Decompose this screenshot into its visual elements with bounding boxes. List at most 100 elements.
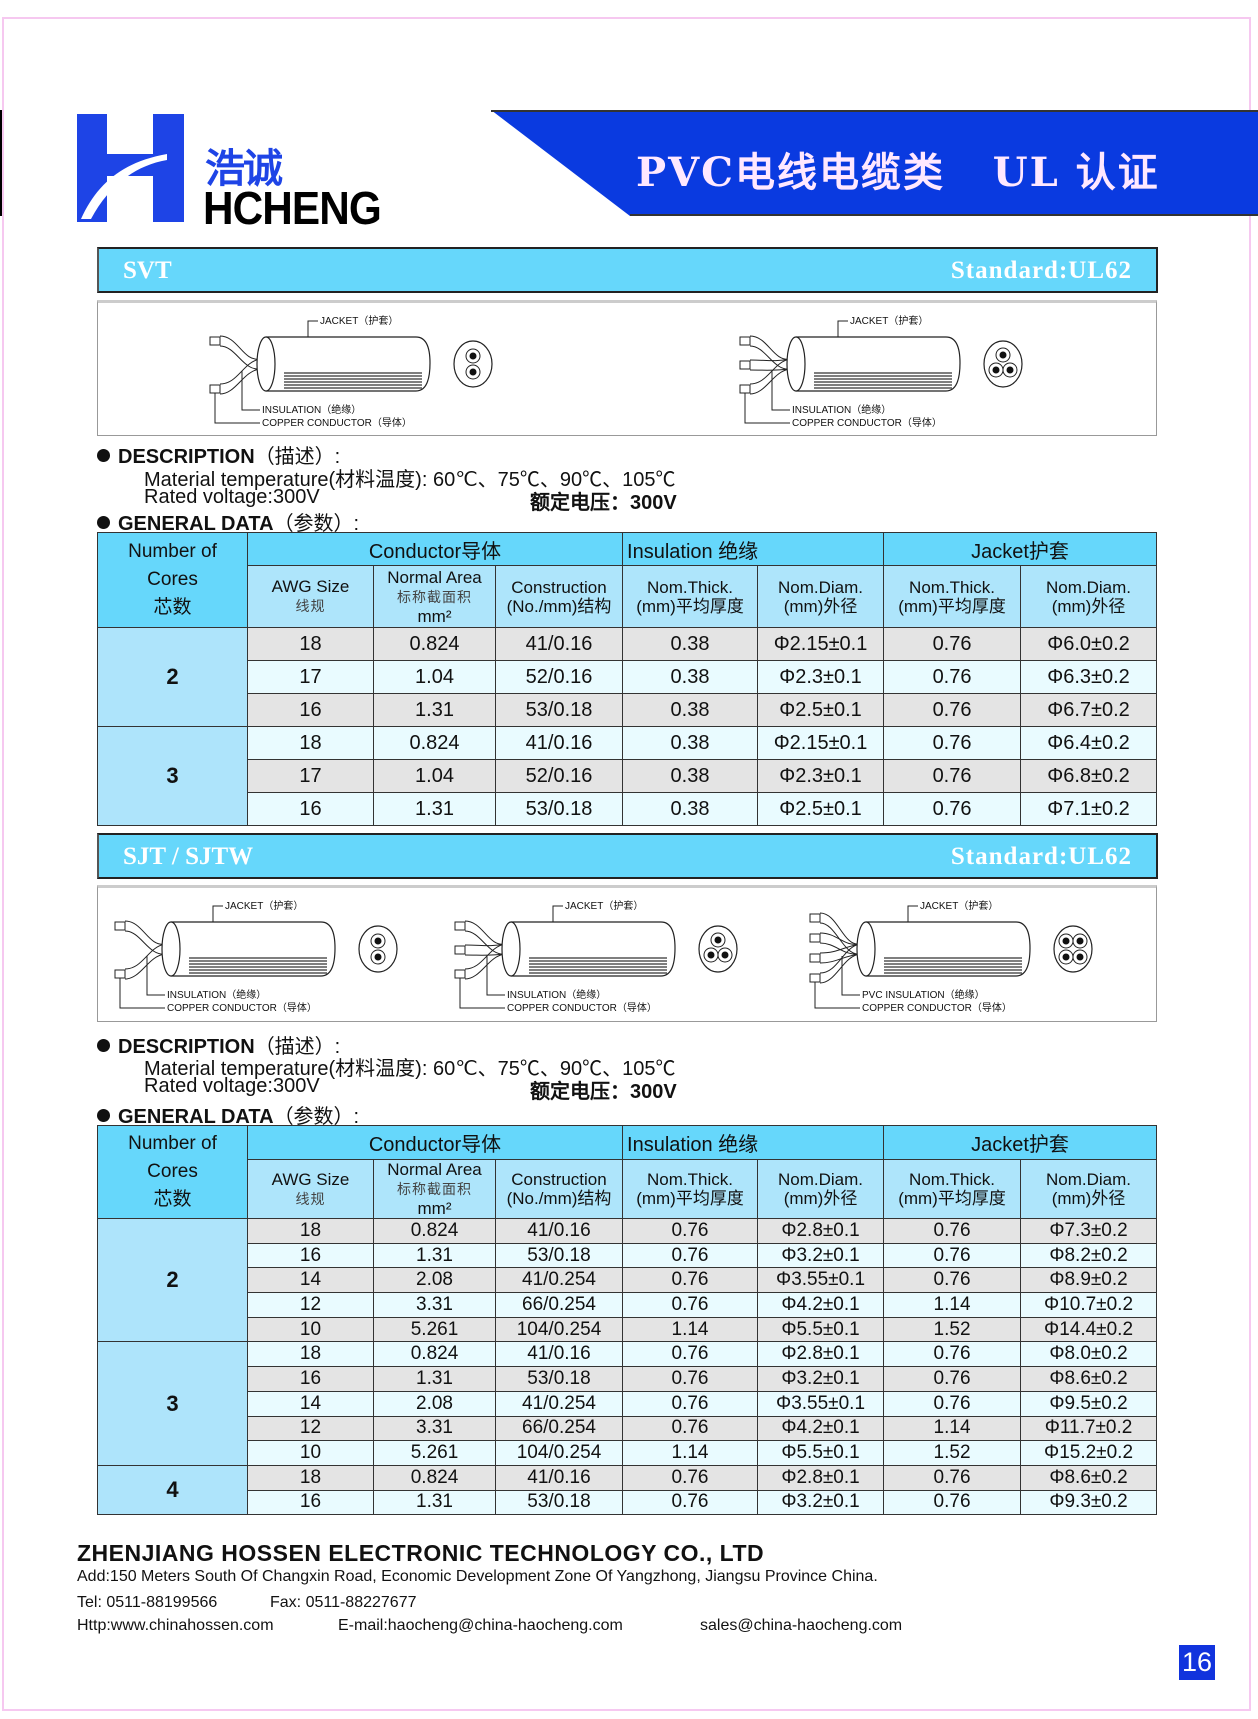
cell-construction: 52/0.16 bbox=[494, 660, 624, 694]
logo-h-icon bbox=[77, 114, 184, 222]
conductor-label: COPPER CONDUCTOR（导体） bbox=[507, 1002, 657, 1014]
rated-voltage: Rated voltage:300V bbox=[144, 1075, 320, 1097]
cell-insulation-thickness: 0.38 bbox=[622, 759, 759, 793]
cell-awg-size: 16 bbox=[247, 1242, 374, 1269]
cell-normal-area: 1.31 bbox=[373, 1489, 496, 1516]
cell-construction: 53/0.18 bbox=[494, 1489, 624, 1516]
banner-title: PVC电线电缆类 UL 认证 bbox=[636, 149, 1160, 196]
cell-jacket-diameter: Φ8.9±0.2 bbox=[1020, 1267, 1158, 1294]
cell-awg-size: 10 bbox=[247, 1440, 374, 1466]
cell-jacket-thickness: 0.76 bbox=[883, 1218, 1022, 1244]
cell-jacket-thickness: 1.14 bbox=[883, 1292, 1022, 1318]
cell-jacket-diameter: Φ9.3±0.2 bbox=[1020, 1489, 1158, 1516]
conductor-label: COPPER CONDUCTOR（导体） bbox=[792, 417, 942, 429]
section-standard: Standard:UL62 bbox=[950, 843, 1132, 870]
cell-awg-size: 12 bbox=[247, 1415, 374, 1442]
jacket-label: JACKET（护套） bbox=[225, 899, 303, 912]
table-row: 16 1.31 53/0.18 0.76 Φ3.2±0.1 0.76 Φ9.3±0.2 bbox=[98, 1489, 1158, 1516]
cell-normal-area: 0.824 bbox=[373, 726, 496, 760]
cell-jacket-diameter: Φ14.4±0.2 bbox=[1020, 1316, 1158, 1343]
cell-insulation-diameter: Φ3.2±0.1 bbox=[757, 1489, 885, 1516]
section-standard: Standard:UL62 bbox=[950, 257, 1132, 284]
cable-diagram-2-core: JACKET（护套） INSULATION（绝缘）COPPER CONDUCTOR… bbox=[114, 899, 398, 1014]
sjt-data-table: Number of Cores 芯数 Conductor导体 Insulation … bbox=[97, 1125, 1158, 1516]
rated-voltage: Rated voltage:300V bbox=[144, 486, 320, 508]
cell-insulation-diameter: Φ2.8±0.1 bbox=[757, 1341, 885, 1368]
cell-construction: 66/0.254 bbox=[494, 1292, 624, 1318]
cell-awg-size: 18 bbox=[247, 627, 374, 661]
cell-jacket-thickness: 1.52 bbox=[883, 1440, 1022, 1466]
website-link[interactable]: Http:www.chinahossen.com bbox=[77, 1617, 274, 1634]
rated-voltage-cn: 额定电压：300V bbox=[530, 1081, 677, 1103]
cell-insulation-thickness: 0.76 bbox=[622, 1366, 759, 1392]
fax: Fax: 0511-88227677 bbox=[270, 1594, 417, 1611]
cell-normal-area: 2.08 bbox=[373, 1390, 496, 1417]
cell-insulation-thickness: 0.76 bbox=[622, 1218, 759, 1244]
cell-normal-area: 1.31 bbox=[373, 792, 496, 826]
rated-voltage-cn: 额定电压：300V bbox=[530, 492, 677, 514]
header-insulation: Insulation 绝缘 bbox=[622, 532, 885, 566]
cell-construction: 66/0.254 bbox=[494, 1415, 624, 1442]
cell-awg-size: 16 bbox=[247, 693, 374, 727]
cell-construction: 53/0.18 bbox=[494, 1242, 624, 1269]
header-jacket: Jacket护套 bbox=[883, 1125, 1158, 1160]
cell-construction: 41/0.16 bbox=[494, 1218, 624, 1244]
insulation-label: INSULATION（绝缘） bbox=[167, 988, 266, 1001]
cell-normal-area: 1.04 bbox=[373, 660, 496, 694]
cell-jacket-diameter: Φ6.4±0.2 bbox=[1020, 726, 1158, 760]
cell-jacket-diameter: Φ11.7±0.2 bbox=[1020, 1415, 1158, 1442]
phone: Tel: 0511-88199566 bbox=[77, 1594, 218, 1611]
insulation-label: INSULATION（绝缘） bbox=[262, 403, 361, 416]
table-row: 17 1.04 52/0.16 0.38 Φ2.3±0.1 0.76 Φ6.3±0.2 bbox=[98, 660, 1158, 694]
cell-construction: 41/0.16 bbox=[494, 1341, 624, 1368]
jacket-label: JACKET（护套） bbox=[920, 899, 998, 912]
cell-insulation-thickness: 0.76 bbox=[622, 1489, 759, 1516]
general-data-label: GENERAL DATA bbox=[118, 1106, 274, 1128]
header-awg-size: AWG Size 线规 bbox=[247, 1159, 374, 1219]
insulation-label: INSULATION（绝缘） bbox=[507, 988, 606, 1001]
header-normal-area: Normal Area 标称截面积 mm² bbox=[373, 1159, 496, 1219]
description-label: DESCRIPTION bbox=[118, 1036, 255, 1058]
cell-insulation-diameter: Φ5.5±0.1 bbox=[757, 1316, 885, 1343]
bullet-icon bbox=[97, 1039, 110, 1052]
cell-jacket-thickness: 1.14 bbox=[883, 1415, 1022, 1442]
general-data-heading: GENERAL DATA（参数）: bbox=[97, 507, 359, 536]
cell-jacket-thickness: 0.76 bbox=[883, 1464, 1022, 1491]
jacket-label: JACKET（护套） bbox=[850, 314, 928, 327]
cell-normal-area: 0.824 bbox=[373, 627, 496, 661]
cell-construction: 41/0.16 bbox=[494, 1464, 624, 1491]
cell-jacket-thickness: 0.76 bbox=[883, 660, 1022, 694]
header-jacket-thickness: Nom.Thick. (mm)平均厚度 bbox=[883, 565, 1022, 628]
cell-insulation-diameter: Φ2.8±0.1 bbox=[757, 1464, 885, 1491]
cell-normal-area: 1.31 bbox=[373, 1366, 496, 1392]
title-banner bbox=[491, 110, 1258, 216]
header-insulation-diameter: Nom.Diam. (mm)外径 bbox=[757, 1159, 885, 1219]
cable-diagram-2-core: JACKET（护套） INSULATION（绝缘）COPPER CONDUCTOR… bbox=[209, 314, 493, 429]
header-jacket-diameter: Nom.Diam. (mm)外径 bbox=[1020, 1159, 1158, 1219]
cable-diagram-panel: JACKET（护套） INSULATION（绝缘） COPPER CONDUCTOR… bbox=[97, 885, 1157, 1022]
table-row: 16 1.31 53/0.18 0.76 Φ3.2±0.1 0.76 Φ8.6±0.2 bbox=[98, 1366, 1158, 1392]
cell-jacket-thickness: 0.76 bbox=[883, 726, 1022, 760]
cell-jacket-thickness: 0.76 bbox=[883, 1341, 1022, 1368]
header-construction: Construction (No./mm)结构 bbox=[494, 565, 624, 628]
table-row: 10 5.261 104/0.254 1.14 Φ5.5±0.1 1.52 Φ14.4±0.… bbox=[98, 1316, 1158, 1343]
cell-construction: 41/0.16 bbox=[494, 726, 624, 760]
jacket-label: JACKET（护套） bbox=[320, 314, 398, 327]
cell-normal-area: 5.261 bbox=[373, 1440, 496, 1466]
sales-email-link[interactable]: sales@china-haocheng.com bbox=[700, 1617, 903, 1634]
cell-awg-size: 18 bbox=[247, 1341, 374, 1368]
cell-insulation-diameter: Φ3.55±0.1 bbox=[757, 1267, 885, 1294]
table-row: 16 1.31 53/0.18 0.38 Φ2.5±0.1 0.76 Φ6.7±0.2 bbox=[98, 693, 1158, 727]
section-name: SJT / SJTW bbox=[123, 843, 254, 870]
table-row: 3 18 0.824 41/0.16 0.38 Φ2.15±0.1 0.76 Φ6.4±0.2 bbox=[97, 726, 1158, 826]
header-construction: Construction (No./mm)结构 bbox=[494, 1159, 624, 1219]
table-row: 12 3.31 66/0.254 0.76 Φ4.2±0.1 1.14 Φ11.7±0.2 bbox=[98, 1415, 1158, 1442]
page-border bbox=[2, 17, 1251, 1711]
email-link[interactable]: E-mail:haocheng@china-haocheng.com bbox=[338, 1617, 623, 1634]
cell-awg-size: 14 bbox=[247, 1390, 374, 1417]
cell-insulation-diameter: Φ3.2±0.1 bbox=[757, 1366, 885, 1392]
header-insulation-diameter: Nom.Diam. (mm)外径 bbox=[757, 565, 885, 628]
cell-normal-area: 1.31 bbox=[373, 693, 496, 727]
cell-jacket-diameter: Φ8.6±0.2 bbox=[1020, 1366, 1158, 1392]
cell-jacket-thickness: 0.76 bbox=[883, 1242, 1022, 1269]
